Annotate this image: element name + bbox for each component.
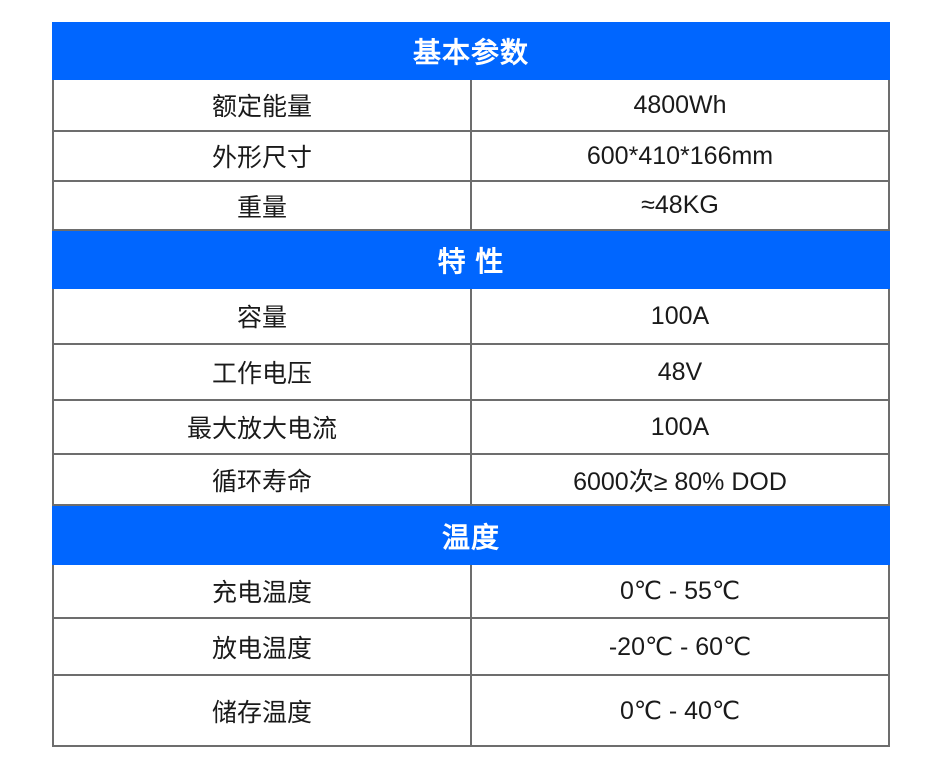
spec-value: 600*410*166mm [586,141,774,170]
spec-value: 0℃ - 40℃ [619,696,741,725]
spec-label: 重量 [54,182,472,229]
spec-label: 外形尺寸 [54,132,472,180]
spec-label: 循环寿命 [54,455,472,504]
spec-label: 容量 [54,289,472,343]
spec-table: 基本参数 额定能量 4800Wh 外形尺寸 600*410*166mm 重量 ≈… [52,22,890,747]
table-row: 储存温度 0℃ - 40℃ [54,676,888,747]
table-row: 重量 ≈48KG [54,182,888,231]
spec-label: 最大放大电流 [54,401,472,453]
spec-value: -20℃ - 60℃ [608,632,752,661]
table-row: 循环寿命 6000次≥ 80% DOD [54,455,888,506]
table-row: 容量 100A [54,289,888,345]
table-row: 放电温度 -20℃ - 60℃ [54,619,888,676]
spec-label: 储存温度 [54,676,472,745]
section-rows-basic-params: 额定能量 4800Wh 外形尺寸 600*410*166mm 重量 ≈48KG [52,80,890,231]
spec-value: 0℃ - 55℃ [619,577,741,605]
table-row: 外形尺寸 600*410*166mm [54,132,888,182]
section-header-temperature: 温度 [52,506,890,565]
section-rows-temperature: 充电温度 0℃ - 55℃ 放电温度 -20℃ - 60℃ 储存温度 0℃ - … [52,565,890,747]
spec-value: 48V [657,357,703,386]
table-row: 最大放大电流 100A [54,401,888,455]
section-rows-features: 容量 100A 工作电压 48V 最大放大电流 100A 循环寿命 6000次≥… [52,289,890,506]
table-row: 充电温度 0℃ - 55℃ [54,565,888,619]
section-header-basic-params: 基本参数 [52,22,890,80]
spec-value: 4800Wh [633,90,727,119]
spec-value: 6000次≥ 80% DOD [573,467,787,496]
section-header-features: 特 性 [52,231,890,289]
spec-label: 放电温度 [54,619,472,674]
table-row: 工作电压 48V [54,345,888,401]
spec-label: 额定能量 [54,80,472,130]
spec-value: 100A [650,412,710,441]
spec-label: 工作电压 [54,345,472,399]
spec-value: 100A [650,301,710,330]
spec-value: ≈48KG [641,191,719,219]
spec-label: 充电温度 [54,565,472,617]
table-row: 额定能量 4800Wh [54,80,888,132]
